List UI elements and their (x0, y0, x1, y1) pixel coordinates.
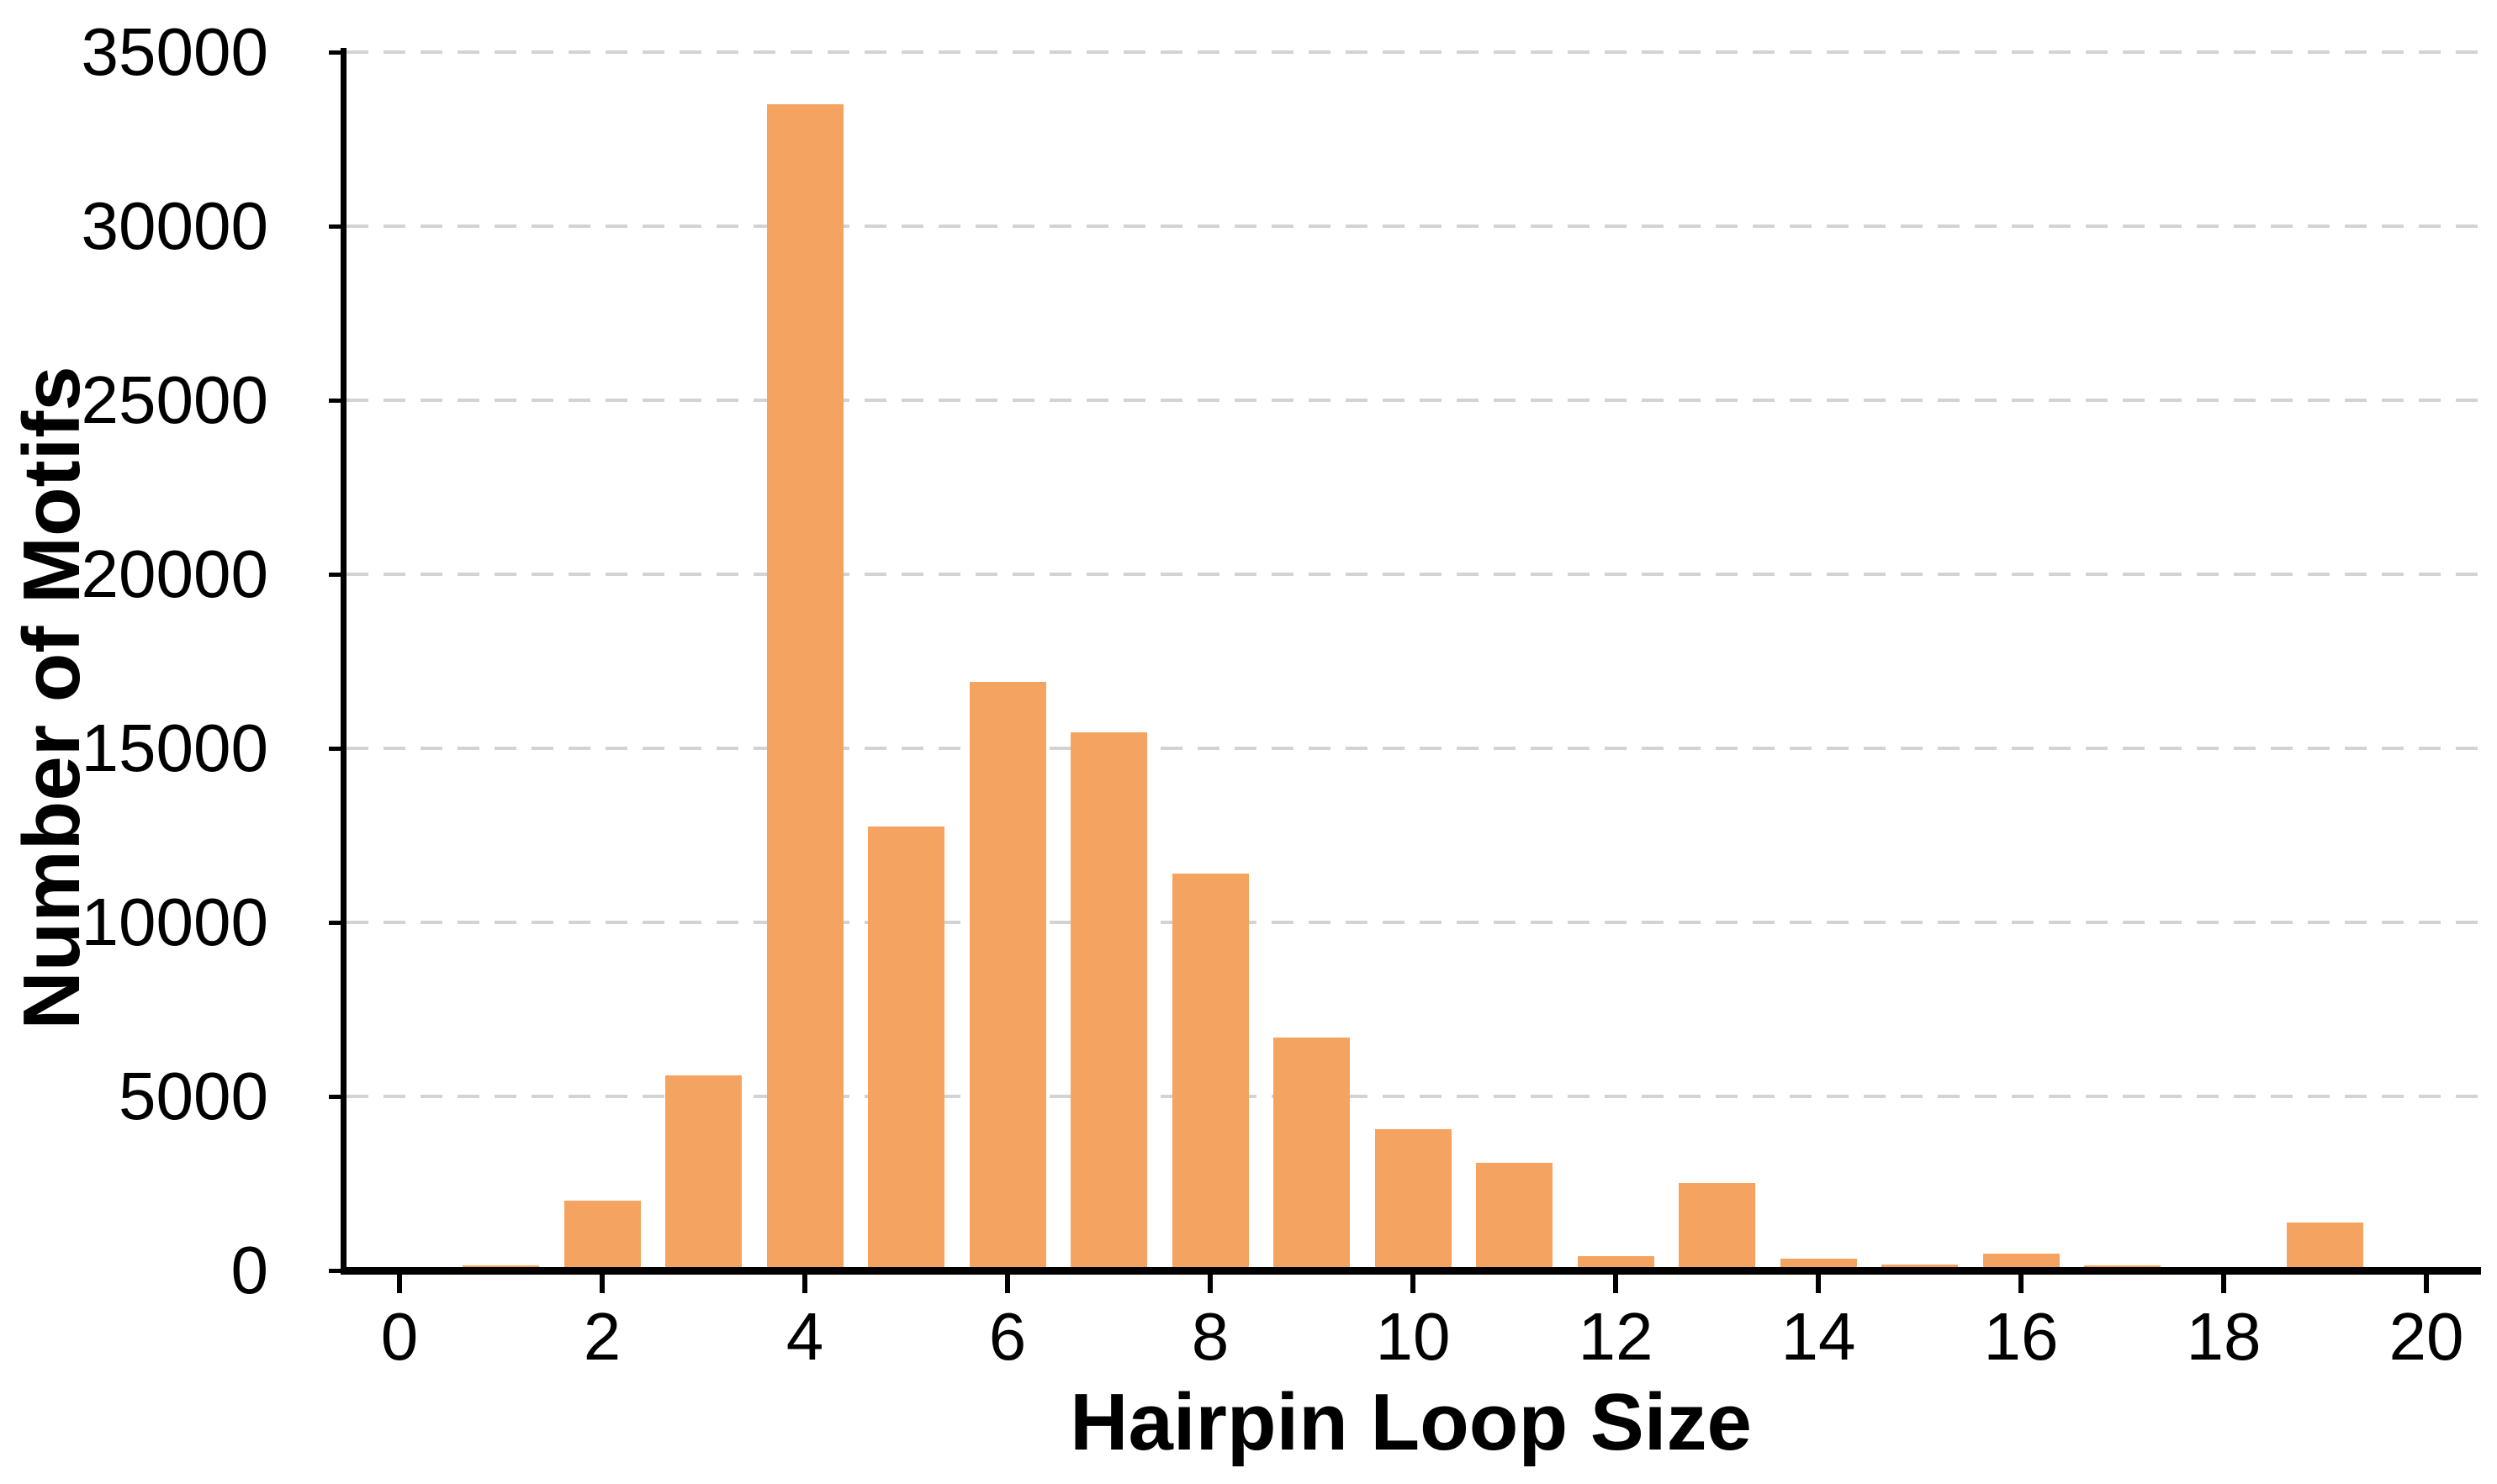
y-tick-label-25000: 25000 (81, 362, 268, 437)
x-tick-label-16: 16 (1983, 1299, 2059, 1374)
y-tick-20000 (329, 573, 341, 577)
gridline-y-20000 (347, 573, 2481, 576)
gridline-y-15000 (347, 747, 2481, 750)
x-tick-2 (600, 1275, 605, 1293)
x-tick-label-12: 12 (1578, 1299, 1653, 1374)
y-tick-label-35000: 35000 (81, 14, 268, 89)
bar-x3 (665, 1075, 742, 1270)
bar-x8 (1172, 874, 1249, 1270)
x-tick-label-6: 6 (988, 1299, 1027, 1374)
y-axis-spine (341, 48, 347, 1275)
y-tick-label-5000: 5000 (119, 1059, 268, 1133)
y-tick-35000 (329, 50, 341, 55)
x-axis-title: Hairpin Loop Size (1070, 1377, 1752, 1467)
bar-x19 (2287, 1222, 2363, 1270)
x-tick-label-18: 18 (2186, 1299, 2262, 1374)
y-tick-0 (329, 1269, 341, 1273)
x-tick-label-20: 20 (2389, 1299, 2464, 1374)
y-tick-5000 (329, 1095, 341, 1099)
y-tick-label-15000: 15000 (81, 710, 268, 785)
y-tick-label-10000: 10000 (81, 885, 268, 959)
bar-x10 (1374, 1129, 1452, 1270)
y-tick-label-30000: 30000 (81, 188, 268, 263)
gridline-y-5000 (347, 1095, 2481, 1098)
x-tick-16 (2018, 1275, 2024, 1293)
y-tick-10000 (329, 921, 341, 925)
x-tick-label-8: 8 (1191, 1299, 1230, 1374)
y-tick-label-20000: 20000 (81, 536, 268, 611)
x-tick-label-2: 2 (583, 1299, 622, 1374)
y-axis-title: Number of Motifs (7, 366, 97, 1030)
bar-x9 (1273, 1037, 1350, 1270)
x-tick-6 (1005, 1275, 1010, 1293)
bar-x7 (1071, 732, 1147, 1270)
x-tick-18 (2221, 1275, 2226, 1293)
bar-x6 (969, 682, 1046, 1270)
x-tick-12 (1613, 1275, 1618, 1293)
x-tick-4 (802, 1275, 807, 1293)
y-tick-25000 (329, 399, 341, 403)
x-tick-label-0: 0 (380, 1299, 419, 1374)
y-tick-15000 (329, 747, 341, 751)
x-tick-14 (1816, 1275, 1821, 1293)
x-tick-10 (1410, 1275, 1415, 1293)
bar-x16 (1982, 1254, 2060, 1270)
x-tick-label-10: 10 (1375, 1299, 1451, 1374)
x-tick-label-14: 14 (1780, 1299, 1856, 1374)
gridline-y-25000 (347, 399, 2481, 402)
gridline-y-35000 (347, 50, 2481, 54)
bar-x4 (766, 104, 844, 1270)
gridline-y-10000 (347, 921, 2481, 924)
bar-x12 (1577, 1255, 1654, 1270)
y-tick-30000 (329, 224, 341, 229)
bar-x5 (868, 826, 944, 1270)
y-tick-label-0: 0 (230, 1233, 269, 1307)
x-tick-8 (1208, 1275, 1213, 1293)
x-tick-0 (397, 1275, 402, 1293)
gridline-y-30000 (347, 224, 2481, 228)
bar-x2 (563, 1201, 641, 1270)
x-tick-label-4: 4 (786, 1299, 824, 1374)
bar-x13 (1679, 1182, 1755, 1270)
x-tick-20 (2424, 1275, 2429, 1293)
bar-x11 (1476, 1162, 1553, 1270)
x-axis-spine (341, 1267, 2481, 1275)
